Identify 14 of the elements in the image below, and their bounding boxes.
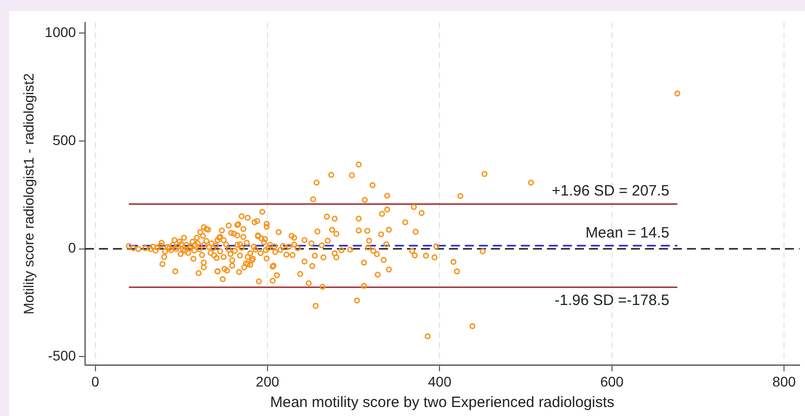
y-tick-label: 1000 (44, 24, 76, 40)
x-tick-label: 800 (772, 373, 796, 390)
y-tick-label: 0 (68, 240, 76, 256)
x-axis-title: Mean motility score by two Experienced radiologists (270, 394, 614, 412)
x-tick-label: 200 (256, 373, 280, 390)
ref-line-label: Mean = 14.5 (586, 224, 670, 242)
x-tick-label: 0 (91, 373, 100, 390)
ref-line-label: +1.96 SD = 207.5 (552, 182, 670, 200)
ref-line-label: -1.96 SD =-178.5 (554, 292, 670, 309)
x-tick-label: 400 (428, 373, 452, 390)
y-axis-title: Motility score radiologist1 - radiologist2 (20, 72, 36, 314)
y-tick-label: 500 (52, 132, 76, 148)
y-tick-label: -500 (48, 347, 76, 364)
x-tick-label: 600 (600, 373, 624, 390)
